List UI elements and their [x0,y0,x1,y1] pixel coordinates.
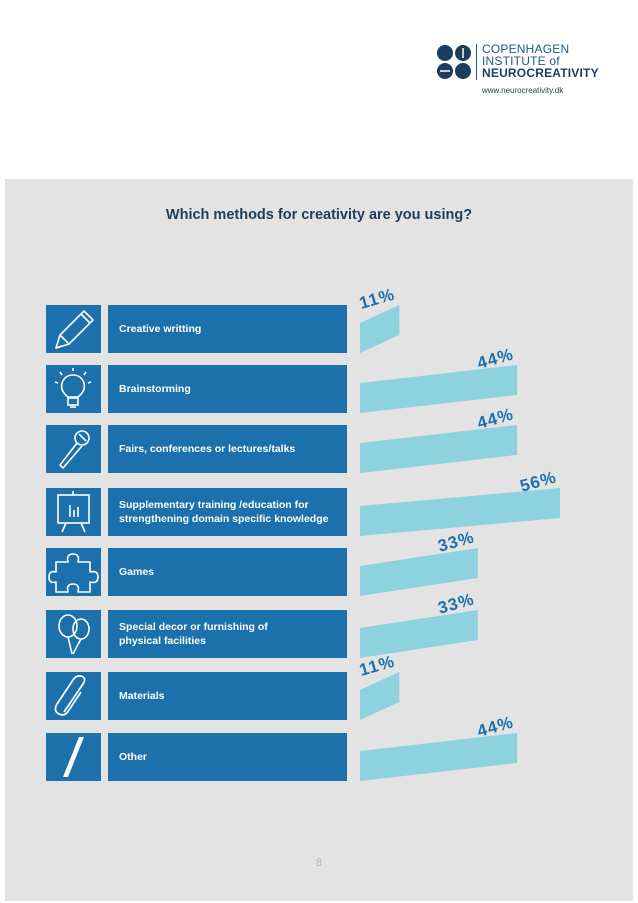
presentation-board-icon [46,488,101,536]
value-label: 11% [357,285,397,313]
category-bar-8: Other [108,733,347,781]
category-bar-6: Special decor or furnishing of physical … [108,610,347,658]
category-bar-3: Fairs, conferences or lectures/talks [108,425,347,473]
logo-url[interactable]: www.neurocreativity.dk [482,86,564,95]
logo-line-3: NEUROCREATIVITY [482,66,599,80]
microphone-icon [46,425,101,473]
category-bar-7: Materials [108,672,347,720]
category-label: Games [119,566,155,578]
category-label: Special decor or furnishing of physical … [119,621,268,647]
value-bar [360,488,560,536]
value-bar [360,305,400,353]
category-label: Fairs, conferences or lectures/talks [119,443,296,455]
logo: COPENHAGEN INSTITUTE of NEUROCREATIVITY … [436,43,606,103]
puzzle-icon [46,548,101,596]
pencil-icon [46,305,101,353]
value-bar [360,733,518,781]
value-bar [360,548,478,596]
value-bar [360,610,478,658]
balloons-icon [46,610,101,658]
category-bar-2: Brainstorming [108,365,347,413]
lightbulb-icon [46,365,101,413]
page-number: 8 [315,857,323,869]
category-label: Materials [119,690,165,702]
value-bar [360,672,400,720]
category-bar-1: Creative writting [108,305,347,353]
chart-title: Which methods for creativity are you usi… [165,207,473,223]
logo-line-2: INSTITUTE of [482,54,560,68]
category-bar-4: Supplementary training /education for st… [108,488,347,536]
category-bar-5: Games [108,548,347,596]
slash-icon [46,733,101,781]
logo-mark-icon [437,45,471,79]
category-label: Other [119,751,148,763]
logo-line-1: COPENHAGEN [482,42,570,56]
category-label: Supplementary training /education for st… [119,499,329,525]
paperclip-icon [46,672,101,720]
value-bar [360,365,518,413]
category-label: Creative writting [119,323,202,335]
value-bar [360,425,518,473]
category-label: Brainstorming [119,383,191,395]
